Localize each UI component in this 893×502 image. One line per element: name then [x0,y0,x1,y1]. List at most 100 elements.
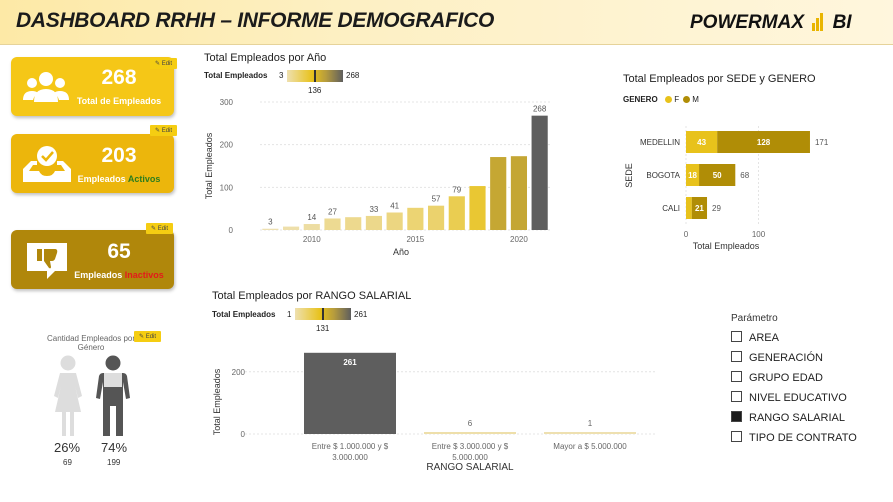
male-percent: 74% [101,440,128,455]
sede-total-label: 68 [740,171,749,180]
year-data-label: 79 [452,185,461,194]
year-bar [386,212,403,230]
sede-segment-label: 21 [695,204,704,213]
salary-legend-mid: 131 [316,324,330,333]
year-chart-title: Total Empleados por Año [204,52,327,64]
year-legend-max: 268 [346,71,360,80]
sede-bar-m [699,164,736,186]
edit-button-inactive[interactable]: ✎ Edit [146,223,174,234]
year-xaxis-title: Año [393,247,409,257]
year-bar [469,186,486,230]
year-ytick-label: 300 [220,98,234,107]
salary-category-label: Mayor a $ 5.000.000 [553,442,627,451]
sede-total-label: 29 [712,204,721,213]
sede-legend-m: M [683,95,699,104]
kpi-active-label: Empleados Activos [77,174,161,184]
kpi-inactive-highlight: Inactivos [124,270,164,280]
year-bar [407,207,424,230]
year-data-label: 57 [432,195,441,204]
salary-ytick-label: 0 [241,430,246,439]
year-bar [427,205,445,230]
checkbox-icon[interactable] [731,331,742,342]
year-legend-mid: 136 [308,86,322,95]
kpi-inactive-value: 65 [107,240,131,263]
year-chart: 0 100 200 300 3 14 27 33 41 57 79 268 2010 2015 2020 Añ… [204,98,550,257]
year-ytick-label: 200 [220,141,234,150]
year-bar [282,226,300,230]
sede-category-label: CALI [662,204,680,213]
salary-category-label: 3.000.000 [332,453,368,462]
year-xtick-label: 2015 [406,235,424,244]
salary-legend-min: 1 [287,310,292,319]
edit-button-total[interactable]: ✎ Edit [150,58,178,69]
edit-button-gender[interactable]: ✎ Edit [134,331,162,342]
salary-data-label: 6 [468,419,473,428]
sede-yaxis-title: SEDE [624,163,634,188]
parameter-option-grupo-edad[interactable]: GRUPO EDAD [731,371,823,384]
parameter-option-generación[interactable]: GENERACIÓN [731,351,823,364]
male-count: 199 [107,458,121,467]
thumbs-down-icon [27,243,67,279]
edit-button-active[interactable]: ✎ Edit [150,125,178,136]
year-bar [510,156,528,230]
year-legend-min: 3 [279,71,284,80]
year-yaxis-title: Total Empleados [204,132,214,199]
kpi-card-inactive[interactable]: 65 Empleados Inactivos [11,230,174,289]
checkbox-icon[interactable] [731,351,742,362]
sede-xtick-label: 100 [752,230,766,239]
gender-figures [54,355,130,436]
checkbox-icon[interactable] [731,391,742,402]
sede-chart: 0 100 MEDELLIN 43 128 171 BOGOTA 18 50 68 CALI 21 29… [624,126,829,251]
salary-legend-mid-marker [322,308,324,320]
salary-chart: 0 200 261 Entre $ 1.000.000 y $ 3.000.000 6 En… [212,352,655,473]
checkbox-icon[interactable] [731,371,742,382]
header-bar: DASHBOARD RRHH – INFORME DEMOGRAFICO POW… [0,0,893,45]
checkbox-icon[interactable] [731,431,742,442]
salary-category-label: Entre $ 1.000.000 y $ [312,442,389,451]
kpi-total-value: 268 [101,66,137,89]
sede-segment-label: 18 [688,171,697,180]
year-data-label: 3 [268,218,273,227]
salary-bar [304,352,396,434]
brand-logo: POWERMAX BI [690,12,852,34]
parameter-option-label: NIVEL EDUCATIVO [749,392,847,404]
parameter-option-rango-salarial[interactable]: RANGO SALARIAL [731,411,845,424]
year-data-label: 14 [307,213,316,222]
sede-chart-title: Total Empleados por SEDE y GENERO [623,73,816,85]
parameter-option-label: AREA [749,332,779,344]
year-bar [324,218,341,230]
sede-bar-m [717,131,810,153]
parameter-option-tipo-de-contrato[interactable]: TIPO DE CONTRATO [731,431,857,444]
salary-category-label: Entre $ 3.000.000 y $ [432,442,509,451]
salary-bar [424,432,516,434]
male-icon [96,355,130,436]
parameter-slicer-title: Parámetro [731,313,778,324]
female-count: 69 [63,458,72,467]
salary-bar [544,432,636,434]
kpi-active-highlight: Activos [127,174,161,184]
parameter-option-nivel-educativo[interactable]: NIVEL EDUCATIVO [731,391,847,404]
year-bar [303,224,320,230]
salary-legend-label: Total Empleados [212,310,276,319]
bars-logo-icon [812,13,824,31]
year-bar [448,196,465,230]
salary-data-label: 1 [588,419,593,428]
sede-bar-f [686,197,692,219]
parameter-option-label: TIPO DE CONTRATO [749,432,857,444]
salary-legend-max: 261 [354,310,368,319]
salary-category-label: 5.000.000 [452,453,488,462]
sede-category-label: BOGOTA [646,171,680,180]
parameter-option-area[interactable]: AREA [731,331,779,344]
brand-text-right: BI [832,12,852,33]
salary-xaxis-title: RANGO SALARIAL [426,462,514,473]
kpi-card-active[interactable]: 203 Empleados Activos [11,134,174,193]
year-xtick-label: 2010 [303,235,321,244]
kpi-card-total[interactable]: 268 Total de Empleados [11,57,174,116]
year-ytick-label: 0 [229,226,234,235]
year-legend-mid-marker [314,70,316,82]
year-data-label: 33 [369,205,378,214]
sede-total-label: 171 [815,138,829,147]
female-percent: 26% [54,440,81,455]
sede-segment-label: 50 [713,171,722,180]
checkbox-icon[interactable] [731,411,742,422]
